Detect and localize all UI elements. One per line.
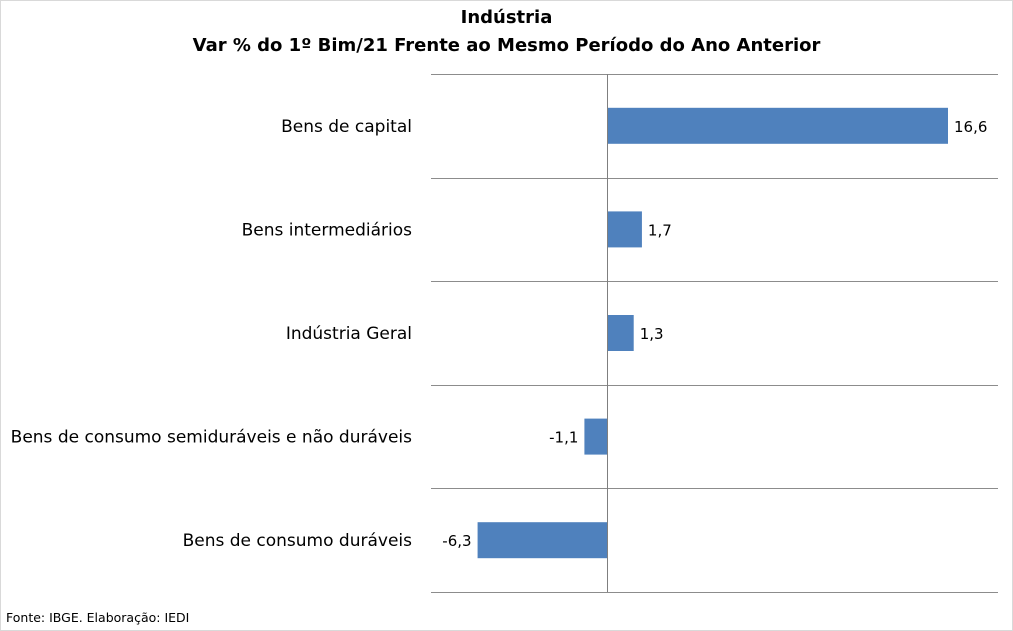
data-label: -1,1 (549, 429, 578, 447)
chart-subtitle: Var % do 1º Bim/21 Frente ao Mesmo Perío… (192, 35, 821, 56)
bar (607, 107, 948, 144)
bar (607, 211, 642, 248)
data-label: 1,3 (640, 325, 664, 343)
bar (477, 522, 607, 559)
source-note: Fonte: IBGE. Elaboração: IEDI (6, 610, 190, 625)
category-label: Bens intermediários (242, 220, 413, 240)
data-label: 1,7 (648, 221, 672, 239)
data-label: -6,3 (442, 532, 471, 550)
bar (607, 315, 634, 351)
category-label: Bens de consumo semiduráveis e não duráv… (11, 428, 412, 448)
chart-title: Indústria (460, 7, 553, 28)
category-label: Bens de consumo duráveis (183, 531, 413, 551)
data-label: 16,6 (954, 118, 987, 136)
category-label: Bens de capital (281, 117, 412, 137)
bar (584, 418, 607, 455)
category-label: Indústria Geral (286, 324, 412, 344)
